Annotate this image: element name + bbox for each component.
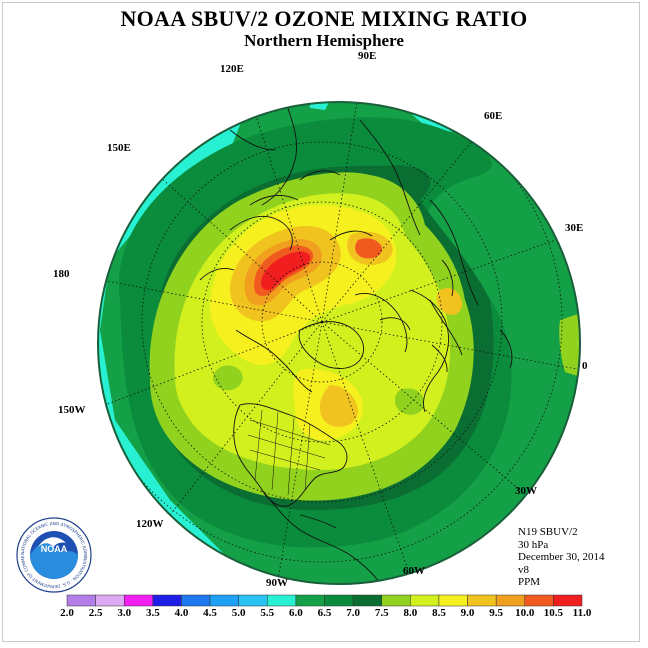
colorbar-tick-label: 2.5 (88, 607, 103, 619)
logo-text: NOAA (41, 544, 68, 554)
lon-label-0: 0 (582, 360, 588, 372)
us-state-lines (247, 409, 331, 496)
colorbar-swatch-8.0 (410, 594, 440, 607)
colorbar-swatch-10.5 (553, 594, 583, 607)
colorbar-tick-label: 5.5 (260, 607, 275, 619)
colorbar-tick-label: 4.5 (203, 607, 217, 619)
lon-label-30e: 30E (565, 222, 584, 234)
colorbar-swatch-5.0 (238, 594, 268, 607)
colorbar-tick-label: 3.5 (145, 607, 160, 619)
colorbar-tick-label: 8.5 (432, 607, 446, 619)
colorbar-swatch-4.5 (209, 594, 239, 607)
colorbar-swatch-8.5 (438, 594, 468, 607)
info-block: N19 SBUV/2 30 hPa December 30, 2014 v8 P… (518, 526, 604, 589)
colorbar-tick-label: 10.0 (515, 607, 535, 619)
colorbar-tick-label: 10.5 (543, 607, 563, 619)
colorbar-swatch-3.5 (152, 594, 182, 607)
colorbar-tick-label: 6.5 (317, 607, 332, 619)
ozone-patch-7.5-edge (559, 310, 580, 380)
lon-label-60e: 60E (484, 110, 503, 122)
ozone-level-5.5-patch (310, 102, 330, 110)
colorbar-swatch-7.5 (381, 594, 411, 607)
colorbar-swatch-2.0 (66, 594, 96, 607)
colorbar-tick-label: 5.0 (231, 607, 246, 619)
map-subtitle: Northern Hemisphere (244, 31, 404, 50)
colorbar-swatch-4.0 (181, 594, 211, 607)
lon-label-150w: 150W (58, 404, 86, 416)
colorbar-swatch-6.5 (324, 594, 354, 607)
ozone-patch-9.0-c (436, 287, 462, 315)
colorbar-swatch-2.5 (95, 594, 125, 607)
colorbar-swatch-9.0 (467, 594, 497, 607)
colorbar-swatch-10.0 (524, 594, 554, 607)
colorbar-tick-label: 8.0 (403, 607, 418, 619)
coastlines (199, 102, 513, 584)
ozone-level-10.0-east (355, 238, 383, 259)
ozone-field (98, 102, 580, 584)
noaa-logo: NATIONAL OCEANIC AND ATMOSPHERIC ADMINIS… (16, 517, 92, 593)
lon-label-180: 180 (53, 268, 70, 280)
colorbar-swatch-7.0 (352, 594, 382, 607)
lon-label-60w: 60W (403, 565, 425, 577)
colorbar-tick-label: 9.0 (460, 607, 475, 619)
ozone-patch-7.5-b (394, 388, 425, 415)
lon-label-90e: 90E (358, 50, 377, 62)
lon-label-120e: 120E (220, 63, 244, 75)
lon-label-120w: 120W (136, 518, 164, 530)
lon-label-90w: 90W (266, 577, 288, 589)
colorbar-tick-label: 11.0 (572, 607, 592, 619)
colorbar-swatch-5.5 (267, 594, 297, 607)
colorbar-tick-label: 6.0 (289, 607, 303, 619)
colorbar-tick-label: 3.0 (117, 607, 132, 619)
colorbar-tick-label: 4.0 (174, 607, 189, 619)
colorbar-swatch-9.5 (495, 594, 526, 607)
colorbar-tick-label: 7.0 (346, 607, 360, 619)
info-version: v8 (518, 563, 529, 576)
colorbar-tick-label: 9.5 (489, 607, 504, 619)
colorbar-swatch-6.0 (295, 594, 325, 607)
colorbar-tick-label: 2.0 (60, 607, 74, 619)
map-title: NOAA SBUV/2 OZONE MIXING RATIO (120, 6, 528, 31)
map-disk-border (97, 101, 581, 585)
ozone-patch-7.5-a (213, 365, 243, 391)
colorbar-swatch-3.0 (123, 594, 154, 607)
info-units: PPM (518, 576, 541, 588)
ozone-level-9.0-south (319, 385, 358, 427)
info-level: 30 hPa (518, 538, 549, 551)
colorbar-tick-label: 7.5 (374, 607, 389, 619)
ozone-level-10.5 (261, 251, 311, 290)
page-border (2, 2, 640, 642)
info-satellite: N19 SBUV/2 (518, 526, 578, 538)
lon-label-30w: 30W (515, 485, 537, 497)
lon-label-150e: 150E (107, 142, 131, 154)
info-date: December 30, 2014 (518, 551, 605, 563)
